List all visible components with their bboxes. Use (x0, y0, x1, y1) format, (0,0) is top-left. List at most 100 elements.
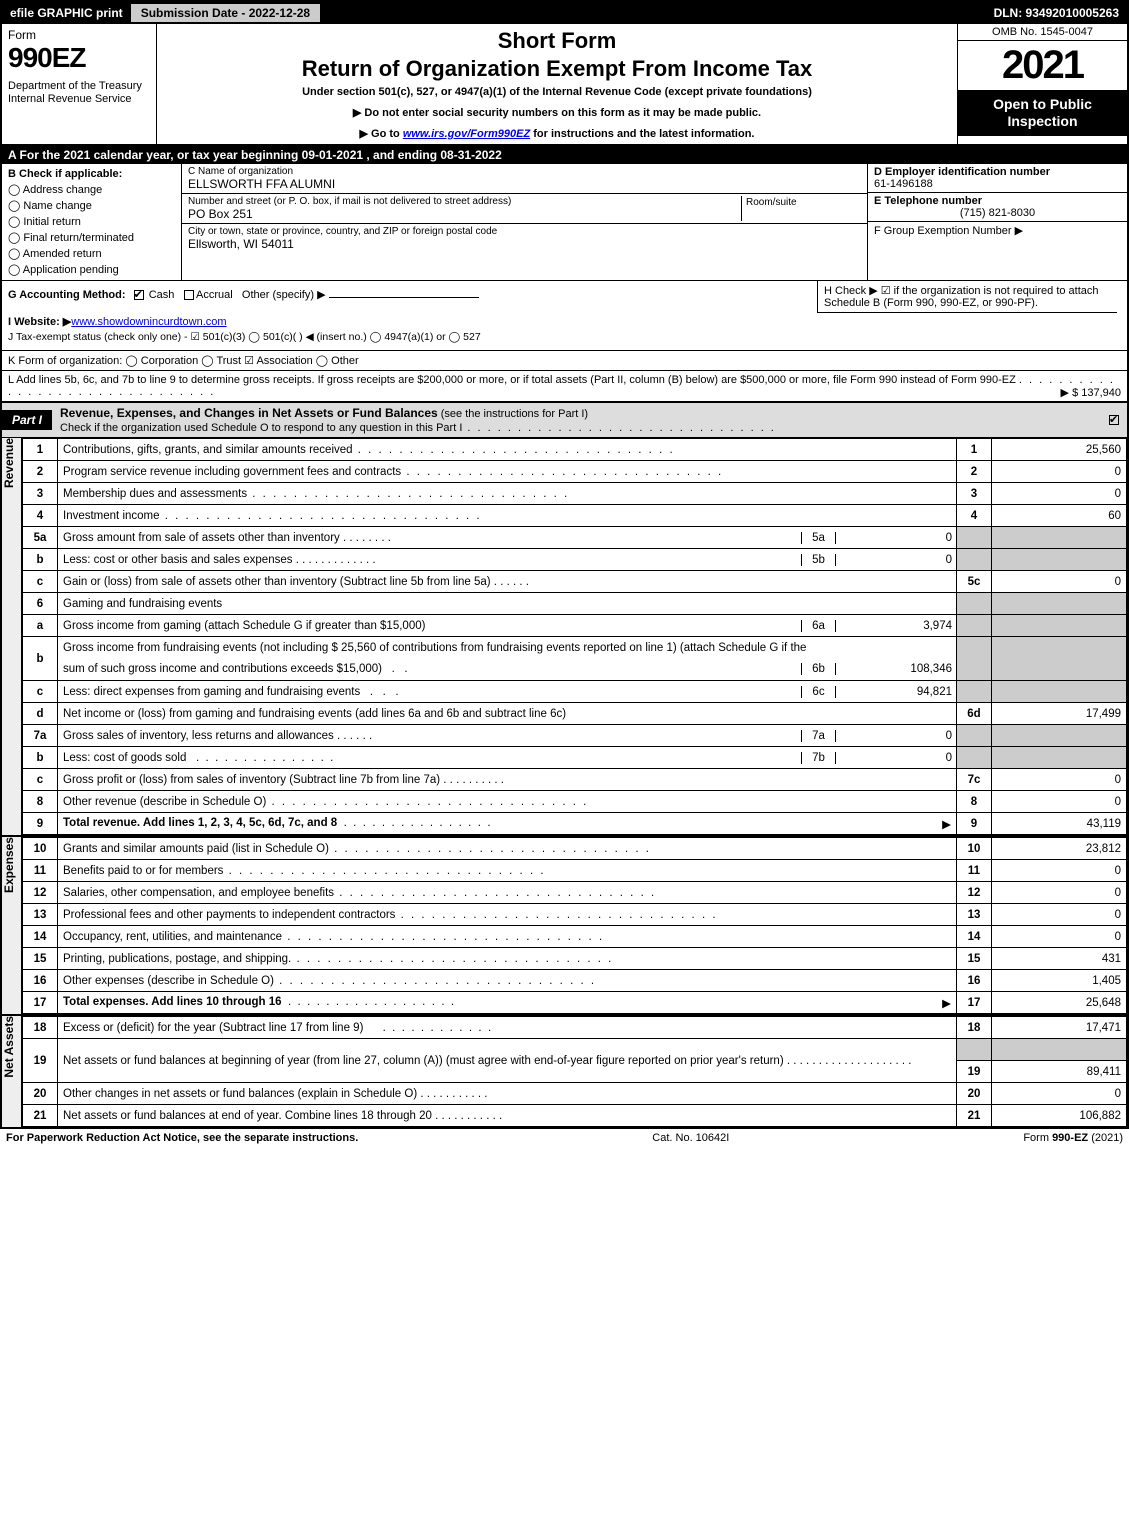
netassets-table: 18Excess or (deficit) for the year (Subt… (22, 1016, 1127, 1127)
part-title: Revenue, Expenses, and Changes in Net As… (52, 403, 1107, 437)
expenses-section: Expenses 10Grants and similar amounts pa… (2, 835, 1127, 1014)
line-7c: cGross profit or (loss) from sales of in… (23, 769, 1127, 791)
row-k: K Form of organization: ◯ Corporation ◯ … (2, 351, 1127, 371)
header-middle: Short Form Return of Organization Exempt… (157, 24, 957, 144)
chk-amended[interactable]: ◯ Amended return (8, 247, 175, 260)
line-7b: bLess: cost of goods sold . . . . . . . … (23, 747, 1127, 769)
line-12: 12Salaries, other compensation, and empl… (23, 882, 1127, 904)
efile-label[interactable]: efile GRAPHIC print (2, 4, 131, 22)
line-6a: aGross income from gaming (attach Schedu… (23, 615, 1127, 637)
ein-value: 61-1496188 (874, 178, 933, 190)
line-8: 8Other revenue (describe in Schedule O)8… (23, 791, 1127, 813)
website-link[interactable]: www.showdownincurdtown.com (71, 316, 226, 328)
line-10: 10Grants and similar amounts paid (list … (23, 838, 1127, 860)
dln-label: DLN: 93492010005263 (986, 4, 1127, 22)
phone-value: (715) 821-8030 (874, 207, 1121, 219)
line-20: 20Other changes in net assets or fund ba… (23, 1083, 1127, 1105)
f-label: F Group Exemption Number ▶ (874, 225, 1023, 237)
street-label: Number and street (or P. O. box, if mail… (188, 196, 741, 207)
line-21: 21Net assets or fund balances at end of … (23, 1105, 1127, 1127)
line-6c: cLess: direct expenses from gaming and f… (23, 681, 1127, 703)
top-bar: efile GRAPHIC print Submission Date - 20… (2, 2, 1127, 24)
line-6b-1: bGross income from fundraising events (n… (23, 637, 1127, 659)
omb-number: OMB No. 1545-0047 (958, 24, 1127, 41)
c-name-label: C Name of organization (188, 166, 861, 177)
chk-address[interactable]: ◯ Address change (8, 183, 175, 196)
section-bcdef: B Check if applicable: ◯ Address change … (2, 164, 1127, 281)
d-label: D Employer identification number (874, 166, 1050, 178)
line-5a: 5aGross amount from sale of assets other… (23, 527, 1127, 549)
line-17: 17Total expenses. Add lines 10 through 1… (23, 992, 1127, 1014)
irs-link[interactable]: www.irs.gov/Form990EZ (403, 128, 530, 140)
line-9: 9Total revenue. Add lines 1, 2, 3, 4, 5c… (23, 813, 1127, 835)
netassets-side-label: Net Assets (2, 1016, 22, 1127)
line-3: 3Membership dues and assessments30 (23, 483, 1127, 505)
section-i: I Website: ▶www.showdownincurdtown.com (8, 315, 1121, 328)
gross-receipts: ▶ $ 137,940 (1061, 386, 1121, 399)
line-16: 16Other expenses (describe in Schedule O… (23, 970, 1127, 992)
section-h: H Check ▶ ☑ if the organization is not r… (817, 281, 1117, 313)
netassets-section: Net Assets 18Excess or (deficit) for the… (2, 1014, 1127, 1127)
line-5c: cGain or (loss) from sale of assets othe… (23, 571, 1127, 593)
line-6b-2: sum of such gross income and contributio… (23, 659, 1127, 681)
line-14: 14Occupancy, rent, utilities, and mainte… (23, 926, 1127, 948)
line-11: 11Benefits paid to or for members110 (23, 860, 1127, 882)
chk-pending[interactable]: ◯ Application pending (8, 263, 175, 276)
part-badge: Part I (2, 410, 52, 430)
b-label: B Check if applicable: (8, 168, 175, 180)
revenue-table: 1Contributions, gifts, grants, and simil… (22, 438, 1127, 835)
footer-right: Form 990-EZ (2021) (1023, 1132, 1123, 1144)
form-word: Form (8, 28, 150, 42)
line-13: 13Professional fees and other payments t… (23, 904, 1127, 926)
chk-name[interactable]: ◯ Name change (8, 199, 175, 212)
main-title: Return of Organization Exempt From Incom… (165, 56, 949, 82)
row-a-tax-year: A For the 2021 calendar year, or tax yea… (2, 146, 1127, 164)
header-right: OMB No. 1545-0047 2021 Open to Public In… (957, 24, 1127, 144)
line-5b: bLess: cost or other basis and sales exp… (23, 549, 1127, 571)
section-def: D Employer identification number 61-1496… (867, 164, 1127, 280)
header-left: Form 990EZ Department of the Treasury In… (2, 24, 157, 144)
schedule-o-check[interactable] (1109, 415, 1119, 425)
section-b: B Check if applicable: ◯ Address change … (2, 164, 182, 280)
row-l: L Add lines 5b, 6c, and 7b to line 9 to … (2, 371, 1127, 402)
chk-final[interactable]: ◯ Final return/terminated (8, 231, 175, 244)
room-label: Room/suite (746, 197, 797, 208)
short-form-label: Short Form (165, 28, 949, 54)
expenses-table: 10Grants and similar amounts paid (list … (22, 837, 1127, 1014)
line-19: 19Net assets or fund balances at beginni… (23, 1039, 1127, 1061)
e-label: E Telephone number (874, 195, 982, 207)
line-1: 1Contributions, gifts, grants, and simil… (23, 439, 1127, 461)
section-j: J Tax-exempt status (check only one) - ☑… (8, 331, 1121, 343)
footer-left: For Paperwork Reduction Act Notice, see … (6, 1132, 358, 1144)
line-6: 6Gaming and fundraising events (23, 593, 1127, 615)
open-inspection: Open to Public Inspection (958, 90, 1127, 136)
city-label: City or town, state or province, country… (188, 226, 861, 237)
page-footer: For Paperwork Reduction Act Notice, see … (0, 1129, 1129, 1147)
org-name: ELLSWORTH FFA ALUMNI (188, 177, 861, 191)
revenue-section: Revenue 1Contributions, gifts, grants, a… (2, 438, 1127, 835)
revenue-side-label: Revenue (2, 438, 22, 835)
submission-date: Submission Date - 2022-12-28 (131, 4, 320, 22)
line-15: 15Printing, publications, postage, and s… (23, 948, 1127, 970)
section-ghij: H Check ▶ ☑ if the organization is not r… (2, 281, 1127, 351)
form-990ez: efile GRAPHIC print Submission Date - 20… (0, 0, 1129, 1129)
department: Department of the Treasury Internal Reve… (8, 80, 150, 106)
note-ssn: ▶ Do not enter social security numbers o… (165, 106, 949, 119)
under-section: Under section 501(c), 527, or 4947(a)(1)… (165, 86, 949, 98)
line-4: 4Investment income460 (23, 505, 1127, 527)
part-i-header: Part I Revenue, Expenses, and Changes in… (2, 402, 1127, 438)
form-header: Form 990EZ Department of the Treasury In… (2, 24, 1127, 146)
expenses-side-label: Expenses (2, 837, 22, 1014)
form-number: 990EZ (8, 42, 150, 74)
line-18: 18Excess or (deficit) for the year (Subt… (23, 1017, 1127, 1039)
chk-initial[interactable]: ◯ Initial return (8, 215, 175, 228)
footer-mid: Cat. No. 10642I (652, 1132, 729, 1144)
tax-year: 2021 (958, 41, 1127, 90)
chk-cash[interactable] (134, 290, 144, 300)
street-value: PO Box 251 (188, 207, 741, 221)
city-value: Ellsworth, WI 54011 (188, 237, 861, 251)
section-c: C Name of organization ELLSWORTH FFA ALU… (182, 164, 867, 280)
line-2: 2Program service revenue including gover… (23, 461, 1127, 483)
note-link: ▶ Go to www.irs.gov/Form990EZ for instru… (165, 127, 949, 140)
line-6d: dNet income or (loss) from gaming and fu… (23, 703, 1127, 725)
